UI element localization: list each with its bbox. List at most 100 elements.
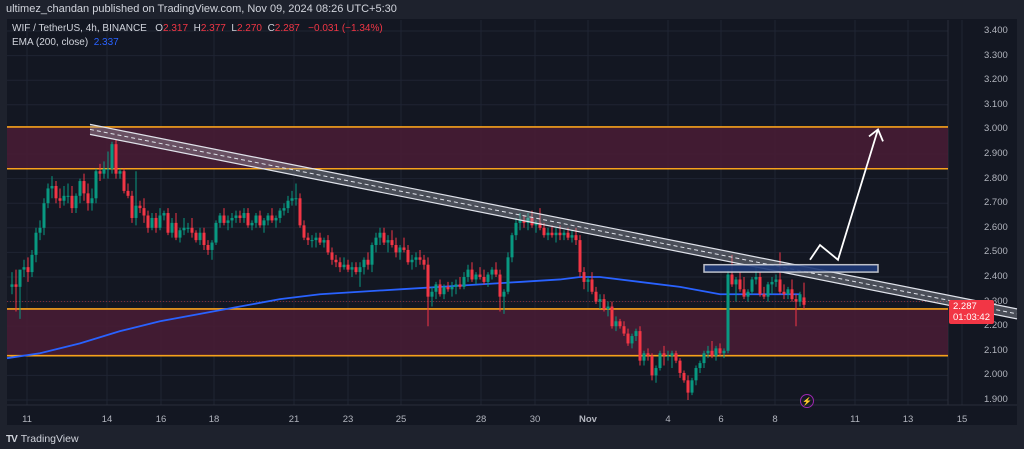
candle-body	[330, 252, 334, 260]
candle-body	[462, 277, 466, 287]
ema-row: EMA (200, close) 2.337	[12, 36, 383, 50]
candle-body	[570, 235, 574, 238]
lower-demand-zone	[7, 308, 948, 356]
candle-body	[282, 208, 286, 211]
ohlc-row: WIF / TetherUS, 4h, BINANCE O2.317 H2.37…	[12, 22, 383, 36]
candle-body	[414, 257, 418, 260]
price-tick-label: 3.400	[984, 25, 1008, 36]
candle-body	[502, 291, 506, 297]
candle-body	[386, 240, 390, 243]
time-tick-label: 28	[475, 414, 487, 425]
candle-body	[614, 321, 618, 327]
candle-body	[274, 217, 278, 221]
candle-body	[498, 274, 502, 297]
candle-body	[262, 220, 266, 226]
candle-body	[250, 222, 254, 226]
chart-legend: WIF / TetherUS, 4h, BINANCE O2.317 H2.37…	[12, 22, 383, 50]
candle-body	[758, 277, 762, 295]
candle-body	[470, 269, 474, 280]
candle-body	[138, 205, 142, 209]
candle-body	[214, 222, 218, 243]
candle-body	[66, 195, 70, 197]
brand-name: TradingView	[20, 433, 79, 445]
candle-body	[186, 227, 190, 229]
candle-body	[358, 267, 362, 273]
candle-body	[314, 237, 318, 241]
candle-body	[158, 215, 162, 228]
candle-body	[714, 348, 718, 356]
low-label: L	[231, 23, 237, 34]
symbol-label[interactable]: WIF / TetherUS, 4h, BINANCE	[12, 23, 147, 34]
trendline-midline	[89, 128, 1018, 315]
price-tick-label: 3.100	[984, 98, 1008, 110]
candle-body	[114, 144, 118, 174]
candle-body	[334, 259, 338, 263]
time-tick-label: 25	[395, 414, 407, 425]
candle-body	[166, 213, 170, 233]
candle-body	[426, 264, 430, 297]
candle-body	[770, 281, 774, 285]
candle-body	[466, 269, 470, 277]
candle-body	[690, 380, 694, 393]
tradingview-brand[interactable]: TV TradingView	[6, 433, 79, 445]
candle-body	[802, 297, 806, 305]
candle-body	[354, 267, 358, 273]
candle-body	[522, 220, 526, 223]
candle-body	[146, 215, 150, 228]
candle-body	[654, 368, 658, 376]
candle-body	[694, 368, 698, 381]
candle-body	[242, 213, 246, 218]
candle-body	[254, 215, 258, 223]
candle-body	[726, 274, 730, 351]
candle-body	[438, 284, 442, 295]
candle-body	[482, 277, 486, 282]
candle-body	[622, 326, 626, 334]
candle-body	[782, 291, 786, 295]
candle-body	[474, 274, 478, 280]
bar-countdown: 01:03:42	[953, 312, 990, 323]
price-tick-label: 2.400	[984, 271, 1008, 282]
candle-body	[10, 284, 14, 287]
ema-label[interactable]: EMA (200, close)	[12, 37, 89, 48]
time-tick-label: 11	[850, 414, 860, 425]
publisher-line: ultimez_chandan published on TradingView…	[6, 3, 397, 15]
candle-body	[430, 291, 434, 297]
candle-body	[130, 195, 134, 218]
high-label: H	[193, 23, 201, 34]
price-tick-label: 3.000	[984, 123, 1008, 135]
candle-body	[742, 289, 746, 297]
candle-body	[582, 272, 586, 282]
price-tick-label: 3.300	[984, 49, 1008, 61]
open-label: O	[155, 23, 163, 34]
candle-body	[118, 171, 122, 174]
candle-body	[514, 222, 518, 236]
candle-body	[94, 171, 98, 199]
candle-body	[546, 232, 550, 236]
candle-body	[526, 217, 530, 223]
candle-body	[454, 284, 458, 287]
candle-body	[318, 237, 322, 243]
candle-body	[98, 171, 102, 174]
resistance-box	[703, 263, 879, 273]
candle-body	[62, 195, 66, 201]
time-tick-label: 18	[208, 414, 220, 425]
candle-body	[442, 286, 446, 295]
candle-body	[550, 232, 554, 236]
candle-body	[610, 306, 614, 327]
candle-body	[722, 350, 726, 354]
candle-body	[562, 232, 566, 236]
candle-body	[586, 279, 590, 282]
candle-body	[602, 299, 606, 309]
candle-body	[626, 333, 630, 344]
candle-body	[518, 220, 522, 223]
candle-body	[734, 279, 738, 285]
candle-body	[54, 185, 58, 199]
candle-body	[258, 215, 262, 226]
candle-body	[310, 240, 314, 242]
candle-body	[82, 181, 86, 194]
candle-body	[302, 225, 306, 238]
lightning-icon[interactable]: ⚡	[800, 394, 814, 408]
candle-body	[286, 200, 290, 209]
close-value: 2.287	[274, 23, 300, 34]
